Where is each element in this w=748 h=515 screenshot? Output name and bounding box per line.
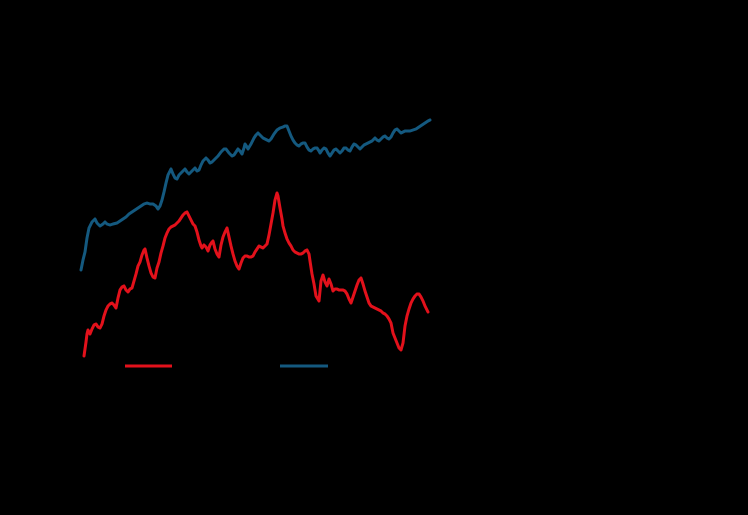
red-series-line bbox=[82, 191, 430, 358]
chart-canvas bbox=[40, 16, 748, 499]
line-chart-figure bbox=[40, 16, 748, 499]
series-group bbox=[79, 118, 432, 358]
blue-series-line bbox=[79, 118, 432, 272]
chart-background bbox=[40, 16, 748, 499]
